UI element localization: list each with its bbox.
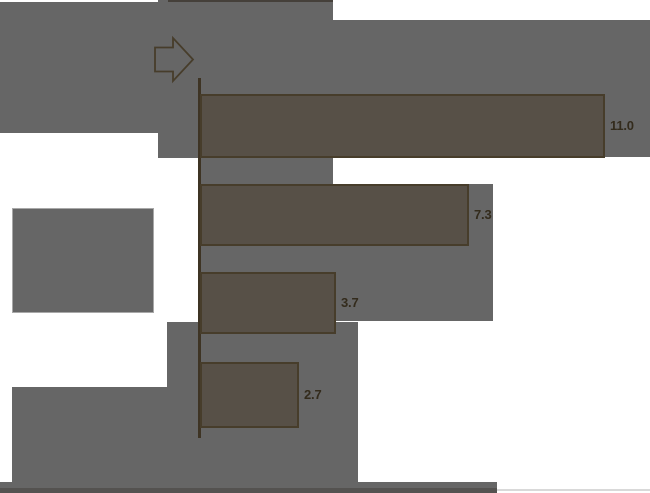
redaction-block [497,489,650,491]
bar [200,272,336,334]
bar [200,184,469,246]
redaction-block [13,209,153,312]
bar [200,94,605,158]
redaction-block [12,387,167,487]
bar-value-label: 3.7 [341,295,359,310]
redaction-block [199,158,333,184]
block-arrow-icon [154,35,195,84]
redaction-block [168,0,333,2]
redaction-block [0,488,497,493]
bar-value-label: 2.7 [304,387,322,402]
chart-value-axis [198,78,201,438]
bar-value-label: 11.0 [610,118,634,133]
bar-value-label: 7.3 [474,207,492,222]
redaction-block [0,482,497,493]
bar [200,362,299,428]
